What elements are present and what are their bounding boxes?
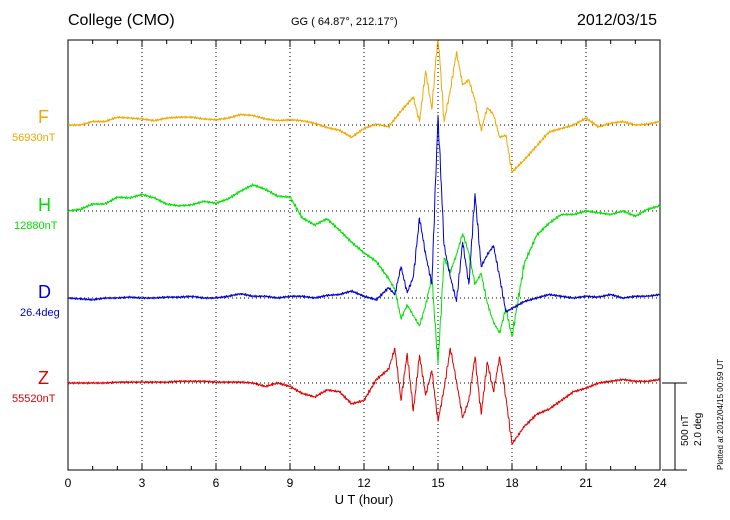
component-label-h: H [38, 195, 51, 215]
baseline-value-z: 55520nT [12, 393, 56, 405]
x-tick-label-21: 21 [579, 476, 593, 490]
baseline-value-d: 26.4deg [20, 307, 60, 319]
x-tick-label-12: 12 [357, 476, 371, 490]
baseline-value-h: 12880nT [14, 220, 58, 232]
x-tick-label-3: 3 [139, 476, 146, 490]
scale-label-deg: 2.0 deg [693, 412, 704, 446]
grid [141, 40, 587, 470]
x-axis-label: U T (hour) [335, 492, 394, 507]
x-tick-label-0: 0 [65, 476, 72, 490]
series-group [67, 40, 661, 445]
x-ticks [67, 40, 661, 470]
series-line-z [67, 347, 661, 445]
station-coordinates: GG ( 64.87°, 212.17°) [291, 16, 398, 28]
scale-bar [662, 382, 687, 471]
component-label-f: F [38, 107, 49, 127]
x-tick-labels: 0 3 6 9 12 15 18 21 24 [65, 476, 667, 490]
series-line-d [67, 114, 661, 313]
plotted-timestamp: Plotted at 2012/04/15 00:59 UT [716, 358, 725, 470]
series-line-h [67, 183, 661, 365]
x-tick-label-6: 6 [213, 476, 220, 490]
baseline-value-f: 56930nT [12, 132, 56, 144]
series-line-f [67, 40, 661, 173]
plot-date: 2012/03/15 [577, 12, 658, 29]
x-tick-label-15: 15 [431, 476, 445, 490]
scale-label-nt: 500 nT [680, 414, 691, 446]
component-label-z: Z [38, 368, 49, 388]
x-tick-label-9: 9 [287, 476, 294, 490]
station-title: College (CMO) [68, 12, 175, 29]
component-label-d: D [38, 282, 51, 302]
x-tick-label-18: 18 [505, 476, 519, 490]
x-tick-label-24: 24 [653, 476, 667, 490]
baselines [68, 124, 660, 384]
